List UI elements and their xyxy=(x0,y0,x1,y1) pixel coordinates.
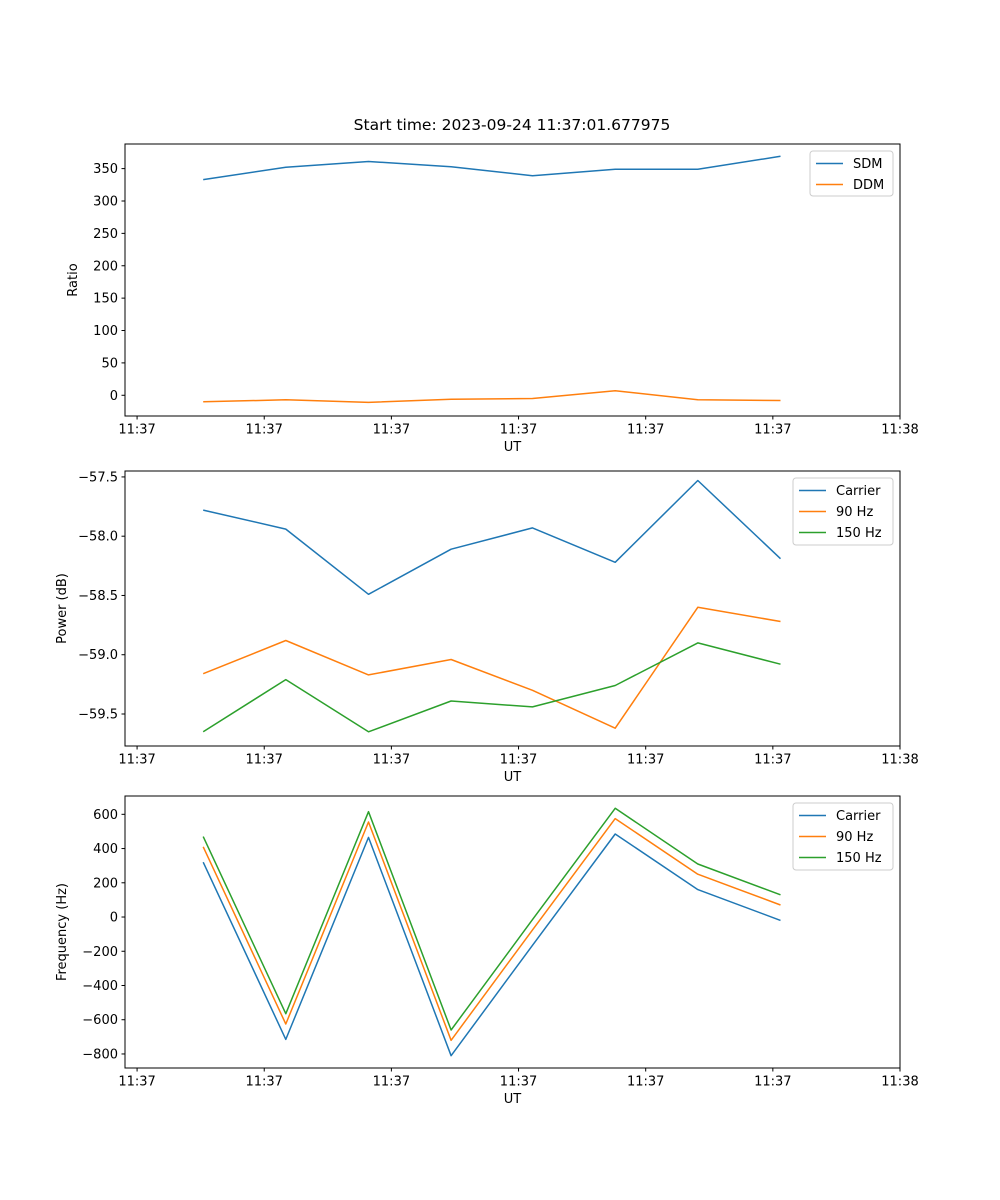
y-tick-label: 0 xyxy=(110,911,118,926)
power-chart: 11:37 11:37 11:37 11:37 11:37 11:37 11:38 −59.5… xyxy=(55,470,919,785)
y-axis-label: Ratio xyxy=(66,263,81,296)
x-tick-label: 11:37 xyxy=(754,753,791,768)
charts-root: 11:37 11:37 11:37 11:37 11:37 11:37 11:38 0 50 10… xyxy=(55,143,919,1107)
frequency-chart: 11:37 11:37 11:37 11:37 11:37 11:37 11:38 −800 −… xyxy=(55,795,919,1107)
y-tick-label: −59.5 xyxy=(78,707,118,722)
legend-box xyxy=(792,802,894,871)
y-tick-label: 600 xyxy=(93,808,118,823)
y-tick-label: 0 xyxy=(110,389,118,404)
x-tick-label: 11:37 xyxy=(245,1075,282,1090)
150-hz-legend-label: 150 Hz xyxy=(836,851,882,866)
x-tick-label: 11:37 xyxy=(500,423,537,438)
sdm-line xyxy=(203,155,781,181)
90-hz-legend-label: 90 Hz xyxy=(836,830,873,845)
x-tick-label: 11:37 xyxy=(118,1075,155,1090)
y-tick-label: 100 xyxy=(93,324,118,339)
carrier-legend-label: Carrier xyxy=(836,809,881,824)
legend: Carrier 90 Hz 150 Hz xyxy=(792,802,894,871)
y-tick-label: 50 xyxy=(101,356,118,371)
y-tick-label: −58.0 xyxy=(78,530,118,545)
ddm-legend-label: DDM xyxy=(853,178,884,193)
x-tick-label: 11:37 xyxy=(627,1075,664,1090)
x-tick-label: 11:37 xyxy=(373,423,410,438)
legend: Carrier 90 Hz 150 Hz xyxy=(792,477,894,546)
x-tick-label: 11:38 xyxy=(881,753,918,768)
y-tick-label: 200 xyxy=(93,876,118,891)
90-hz-legend-label: 90 Hz xyxy=(836,505,873,520)
x-axis-label: UT xyxy=(504,440,522,455)
x-tick-label: 11:37 xyxy=(245,423,282,438)
150-hz-legend-label: 150 Hz xyxy=(836,526,882,541)
ddm-line xyxy=(203,389,781,404)
x-axis-label: UT xyxy=(504,770,522,785)
axes-spines xyxy=(124,795,901,1069)
y-tick-label: 350 xyxy=(93,162,118,177)
x-tick-label: 11:38 xyxy=(881,423,918,438)
x-tick-label: 11:37 xyxy=(245,753,282,768)
carrier-line xyxy=(202,833,781,1057)
axes-spines xyxy=(124,470,901,747)
sdm-legend-label: SDM xyxy=(853,157,882,172)
legend-box xyxy=(792,477,894,546)
y-tick-label: −600 xyxy=(82,1013,118,1028)
x-tick-label: 11:37 xyxy=(118,753,155,768)
carrier-line xyxy=(203,479,782,596)
y-tick-label: 250 xyxy=(93,227,118,242)
y-tick-label: −200 xyxy=(82,945,118,960)
x-tick-label: 11:37 xyxy=(500,1075,537,1090)
90-hz-line xyxy=(202,606,781,729)
y-tick-label: −800 xyxy=(82,1047,118,1062)
90-hz-line xyxy=(202,817,781,1042)
legend: SDM DDM xyxy=(809,150,894,197)
y-tick-label: −400 xyxy=(82,979,118,994)
axes-spines xyxy=(124,143,901,417)
carrier-legend-label: Carrier xyxy=(836,484,881,499)
figure-title: Start time: 2023-09-24 11:37:01.677975 xyxy=(354,116,671,134)
150-hz-line xyxy=(202,642,781,733)
x-tick-label: 11:37 xyxy=(627,753,664,768)
y-tick-label: 400 xyxy=(93,842,118,857)
150-hz-line xyxy=(202,807,781,1031)
x-axis-label: UT xyxy=(504,1092,522,1107)
x-tick-label: 11:37 xyxy=(373,1075,410,1090)
ratio-chart: 11:37 11:37 11:37 11:37 11:37 11:37 11:38 0 50 10… xyxy=(66,143,919,455)
y-tick-label: 150 xyxy=(93,292,118,307)
y-axis-label: Power (dB) xyxy=(55,573,70,644)
y-tick-label: 200 xyxy=(93,259,118,274)
x-tick-label: 11:37 xyxy=(500,753,537,768)
x-tick-label: 11:37 xyxy=(754,423,791,438)
x-tick-label: 11:38 xyxy=(881,1075,918,1090)
y-tick-label: 300 xyxy=(93,194,118,209)
x-tick-label: 11:37 xyxy=(627,423,664,438)
y-tick-label: −57.5 xyxy=(78,470,118,485)
x-tick-label: 11:37 xyxy=(118,423,155,438)
y-tick-label: −58.5 xyxy=(78,589,118,604)
y-tick-label: −59.0 xyxy=(78,648,118,663)
x-tick-label: 11:37 xyxy=(373,753,410,768)
x-tick-label: 11:37 xyxy=(754,1075,791,1090)
y-axis-label: Frequency (Hz) xyxy=(55,883,70,981)
